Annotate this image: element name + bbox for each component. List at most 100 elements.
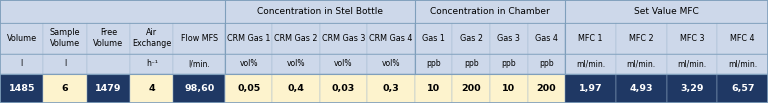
Text: 6,57: 6,57: [731, 84, 754, 93]
Text: 0,4: 0,4: [288, 84, 305, 93]
Bar: [273, 54, 319, 74]
Bar: [225, 54, 273, 74]
Text: Concentration in Stel Bottle: Concentration in Stel Bottle: [257, 7, 382, 16]
Bar: [717, 74, 768, 103]
Text: 10: 10: [427, 84, 440, 93]
Bar: [43, 74, 87, 103]
Text: 1,97: 1,97: [579, 84, 602, 93]
Text: MFC 4: MFC 4: [730, 34, 755, 43]
Bar: [43, 54, 87, 74]
Bar: [490, 54, 528, 74]
Bar: [43, 23, 87, 54]
Bar: [87, 74, 130, 103]
Bar: [319, 74, 367, 103]
Text: ml/min.: ml/min.: [576, 59, 605, 68]
Bar: [490, 23, 528, 54]
Bar: [367, 23, 415, 54]
Bar: [174, 23, 225, 54]
Bar: [452, 23, 490, 54]
Bar: [717, 23, 768, 54]
Text: Free
Volume: Free Volume: [93, 28, 124, 48]
Bar: [319, 54, 367, 74]
Text: Set Value MFC: Set Value MFC: [634, 7, 699, 16]
Text: vol%: vol%: [334, 59, 353, 68]
Text: vol%: vol%: [286, 59, 306, 68]
Text: Volume: Volume: [7, 34, 37, 43]
Text: l: l: [64, 59, 66, 68]
Bar: [174, 74, 225, 103]
Text: ml/min.: ml/min.: [728, 59, 757, 68]
Bar: [667, 54, 717, 74]
Bar: [0, 23, 43, 54]
Bar: [415, 54, 452, 74]
Text: MFC 2: MFC 2: [629, 34, 654, 43]
Text: 4,93: 4,93: [630, 84, 653, 93]
Text: CRM Gas 4: CRM Gas 4: [369, 34, 412, 43]
Text: ppb: ppb: [464, 59, 478, 68]
Text: CRM Gas 2: CRM Gas 2: [274, 34, 318, 43]
Bar: [528, 54, 565, 74]
Text: 0,3: 0,3: [382, 84, 399, 93]
Text: ml/min.: ml/min.: [677, 59, 707, 68]
Bar: [565, 23, 616, 54]
Text: MFC 1: MFC 1: [578, 34, 603, 43]
Text: 1485: 1485: [8, 84, 35, 93]
Text: Gas 3: Gas 3: [498, 34, 520, 43]
Bar: [528, 23, 565, 54]
Bar: [367, 54, 415, 74]
Text: h⁻¹: h⁻¹: [146, 59, 157, 68]
Bar: [565, 54, 616, 74]
Bar: [0, 0, 225, 23]
Text: CRM Gas 3: CRM Gas 3: [322, 34, 366, 43]
Text: Gas 1: Gas 1: [422, 34, 445, 43]
Bar: [0, 74, 43, 103]
Bar: [273, 74, 319, 103]
Bar: [87, 54, 130, 74]
Bar: [87, 23, 130, 54]
Bar: [130, 54, 174, 74]
Text: ppb: ppb: [502, 59, 516, 68]
Text: 6: 6: [61, 84, 68, 93]
Text: 10: 10: [502, 84, 515, 93]
Text: l: l: [21, 59, 23, 68]
Text: vol%: vol%: [382, 59, 400, 68]
Text: ml/min.: ml/min.: [627, 59, 656, 68]
Bar: [130, 74, 174, 103]
Bar: [452, 54, 490, 74]
Text: 0,03: 0,03: [332, 84, 355, 93]
Bar: [225, 0, 415, 23]
Text: Gas 2: Gas 2: [459, 34, 482, 43]
Bar: [225, 23, 273, 54]
Bar: [415, 74, 452, 103]
Text: ppb: ppb: [539, 59, 554, 68]
Bar: [490, 74, 528, 103]
Text: 200: 200: [537, 84, 556, 93]
Bar: [616, 74, 667, 103]
Bar: [415, 23, 452, 54]
Bar: [367, 74, 415, 103]
Text: 4: 4: [148, 84, 155, 93]
Text: 98,60: 98,60: [184, 84, 214, 93]
Bar: [225, 74, 273, 103]
Bar: [667, 23, 717, 54]
Bar: [717, 54, 768, 74]
Text: Flow MFS: Flow MFS: [180, 34, 217, 43]
Text: 3,29: 3,29: [680, 84, 703, 93]
Bar: [273, 23, 319, 54]
Bar: [616, 54, 667, 74]
Text: CRM Gas 1: CRM Gas 1: [227, 34, 270, 43]
Text: 1479: 1479: [95, 84, 121, 93]
Bar: [415, 0, 565, 23]
Text: 0,05: 0,05: [237, 84, 260, 93]
Text: Sample
Volume: Sample Volume: [50, 28, 81, 48]
Text: 200: 200: [462, 84, 481, 93]
Bar: [565, 0, 768, 23]
Text: ppb: ppb: [426, 59, 441, 68]
Bar: [0, 54, 43, 74]
Text: Concentration in Chamber: Concentration in Chamber: [430, 7, 550, 16]
Bar: [174, 54, 225, 74]
Bar: [667, 74, 717, 103]
Text: Air
Exchange: Air Exchange: [132, 28, 171, 48]
Bar: [565, 74, 616, 103]
Text: MFC 3: MFC 3: [680, 34, 704, 43]
